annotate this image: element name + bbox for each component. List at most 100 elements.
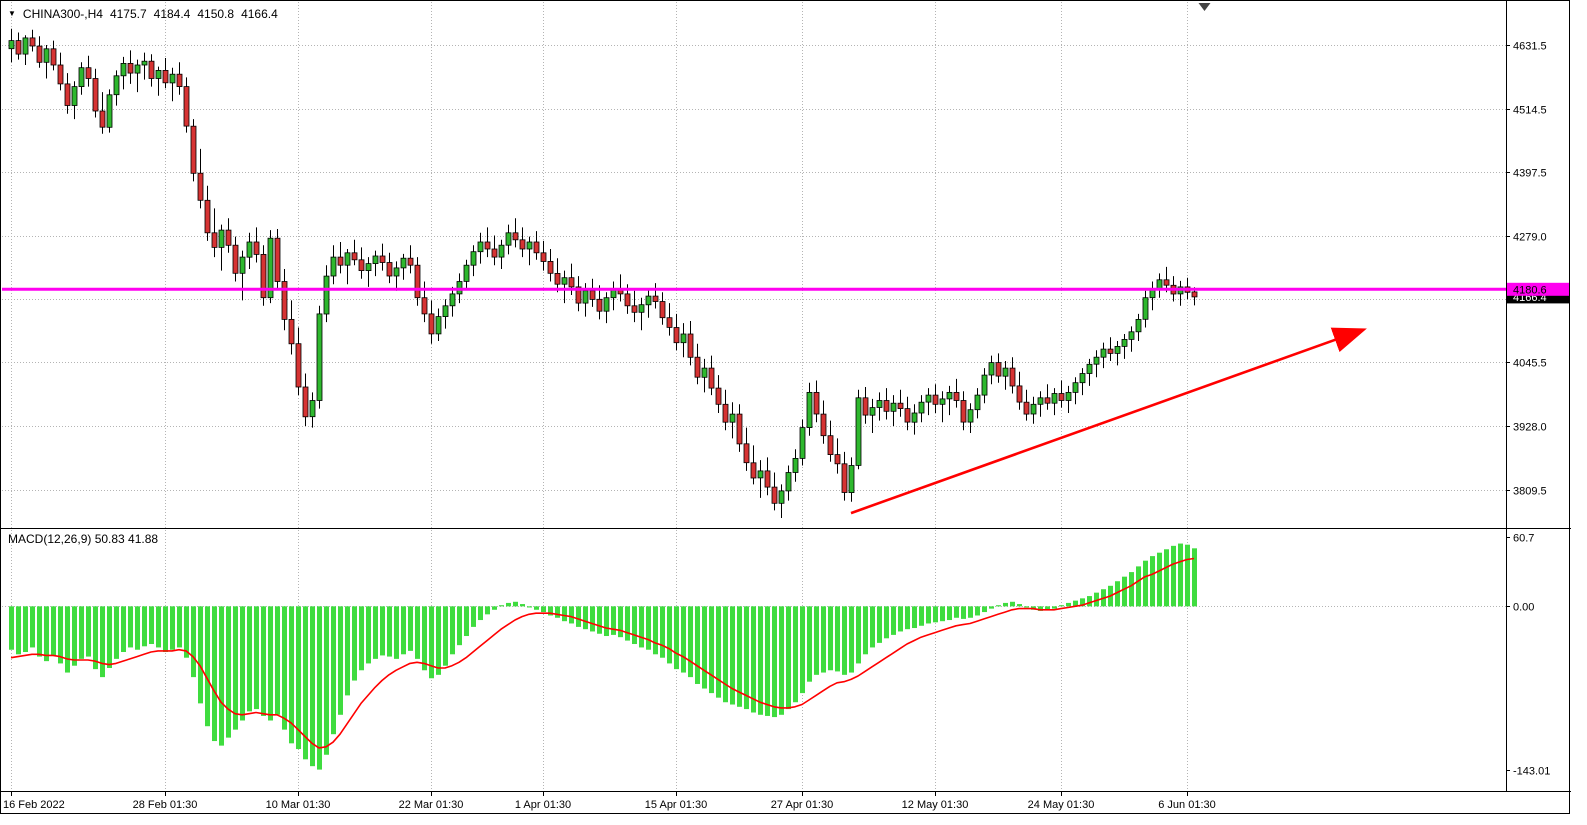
macd-histogram-bar	[1080, 598, 1085, 607]
candle-body	[757, 470, 764, 479]
macd-histogram-bar	[758, 606, 763, 715]
macd-histogram-bar	[247, 606, 252, 712]
candle-body	[708, 367, 715, 389]
macd-histogram-bar	[1178, 543, 1183, 607]
macd-histogram-bar	[604, 606, 609, 637]
candle-body	[260, 253, 267, 299]
candle-body	[841, 463, 848, 493]
candle-body	[519, 239, 526, 250]
candle-body	[568, 277, 575, 288]
candle-body	[421, 297, 428, 315]
macd-histogram-bar	[303, 606, 308, 760]
macd-histogram-bar	[940, 606, 945, 622]
candle-body	[778, 490, 785, 504]
candle-body	[78, 67, 85, 87]
candle-body	[351, 252, 358, 261]
macd-histogram-bar	[660, 606, 665, 658]
macd-histogram-bar	[387, 606, 392, 657]
macd-histogram-bar	[947, 606, 952, 621]
macd-histogram-bar	[723, 606, 728, 703]
macd-histogram-bar	[849, 606, 854, 673]
macd-histogram-bar	[436, 606, 441, 675]
macd-histogram-bar	[457, 606, 462, 646]
chart-window: 4631.5 4514.5 4397.5 4279.0 4045.5 3928.0 3809…	[0, 0, 1571, 815]
chart-canvas[interactable]: 4631.5 4514.5 4397.5 4279.0 4045.5 3928.0 3809…	[1, 1, 1571, 815]
macd-signal-line	[10, 557, 1195, 749]
macd-histogram-bar	[401, 606, 406, 655]
candle-body	[827, 435, 834, 456]
candle-body	[1121, 338, 1128, 347]
macd-histogram-bar	[492, 606, 497, 610]
candle-body	[918, 401, 925, 414]
macd-histogram-bar	[1017, 604, 1022, 607]
candle-body	[232, 244, 239, 274]
macd-histogram-bar	[877, 606, 882, 643]
macd-histogram-bar	[352, 606, 357, 681]
ohlc-open: 4175.7	[109, 7, 147, 21]
macd-histogram-bar	[730, 606, 735, 705]
candle-body	[1086, 363, 1093, 374]
candle-body	[43, 48, 50, 63]
macd-histogram-bar	[429, 606, 434, 679]
price-tick-label: 3809.5	[1513, 486, 1547, 498]
candle-body	[848, 465, 855, 494]
macd-histogram-bar	[527, 606, 532, 608]
macd-histogram-bar	[128, 606, 133, 648]
ohlc-close: 4166.4	[241, 7, 278, 21]
ohlc-low: 4150.8	[197, 7, 235, 21]
candle-body	[1142, 297, 1149, 320]
candle-body	[799, 427, 806, 459]
candle-body	[155, 70, 162, 79]
candle-body	[526, 241, 533, 250]
macd-histogram-bar	[863, 606, 868, 655]
candle-body	[491, 248, 498, 258]
macd-indicator-label: MACD(12,26,9) 50.83 41.88	[8, 532, 159, 546]
candle-body	[645, 295, 652, 306]
macd-histogram-bar	[639, 606, 644, 648]
candle-body	[344, 252, 351, 266]
candle-body	[323, 275, 330, 315]
macd-histogram-bar	[100, 606, 105, 678]
macd-histogram-bar	[688, 606, 693, 678]
candle-body	[981, 374, 988, 396]
candle-body	[309, 400, 316, 418]
time-tick-label: 1 Apr 01:30	[515, 799, 571, 811]
candle-body	[911, 412, 918, 423]
candle-body	[36, 45, 43, 63]
macd-histogram-bar	[261, 606, 266, 716]
macd-histogram-bar	[254, 606, 259, 710]
macd-histogram-bar	[954, 606, 959, 618]
chart-menu-icon[interactable]: ▼	[8, 9, 16, 18]
macd-histogram-bar	[9, 606, 14, 650]
candle-body	[771, 486, 778, 504]
candle-body	[428, 313, 435, 335]
candle-body	[673, 327, 680, 344]
macd-histogram-bar	[310, 606, 315, 767]
macd-histogram-bar	[317, 606, 322, 770]
candle-body	[50, 48, 57, 66]
candle-body	[890, 402, 897, 412]
candle-body	[134, 64, 141, 74]
candle-body	[99, 110, 106, 128]
trend-arrow[interactable]	[850, 327, 1367, 515]
candle-body	[15, 40, 22, 55]
candle-body	[141, 60, 148, 66]
macd-histogram-bar	[233, 606, 238, 730]
macd-histogram-bar	[569, 606, 574, 624]
macd-histogram-bar	[86, 606, 91, 657]
candle-body	[813, 391, 820, 415]
chart-shift-marker[interactable]	[1198, 3, 1211, 11]
candle-body	[806, 391, 813, 428]
macd-histogram-bar	[163, 606, 168, 653]
macd-histogram-bar	[667, 606, 672, 664]
candle-body	[295, 343, 302, 388]
macd-histogram-bar	[534, 606, 539, 610]
symbol-period-label: CHINA300-,H4	[22, 7, 103, 21]
candle-body	[561, 277, 568, 285]
candle-body	[449, 293, 456, 307]
price-tick-label: 4397.5	[1513, 168, 1547, 180]
candle-body	[533, 241, 540, 254]
candle-body	[785, 472, 792, 492]
ohlc-high: 4184.4	[153, 7, 191, 21]
macd-histogram-bar	[478, 606, 483, 621]
